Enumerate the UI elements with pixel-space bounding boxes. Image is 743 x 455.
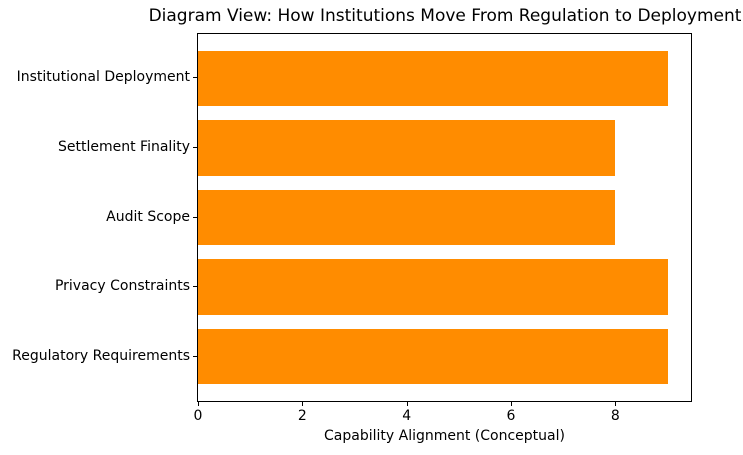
- x-tick-label: 2: [297, 408, 307, 424]
- plot-area: [197, 33, 692, 402]
- y-tick-label: Settlement Finality: [58, 138, 190, 155]
- x-tick-mark: [615, 402, 617, 406]
- bar: [198, 50, 668, 107]
- y-tick-mark: [193, 286, 197, 287]
- bar: [198, 120, 616, 176]
- y-tick-mark: [193, 146, 197, 148]
- x-tick-label: 0: [193, 408, 203, 424]
- x-tick-label: 4: [402, 408, 412, 424]
- chart-title: Diagram View: How Institutions Move From…: [148, 6, 742, 26]
- x-tick-mark: [511, 402, 513, 406]
- x-axis-label: Capability Alignment (Conceptual): [324, 428, 565, 444]
- bar: [198, 259, 668, 315]
- y-tick-mark: [193, 77, 197, 79]
- y-tick-label: Audit Scope: [106, 208, 190, 225]
- y-tick-label: Privacy Constraints: [54, 278, 190, 294]
- bar: [198, 189, 616, 246]
- x-tick-label: 8: [610, 408, 620, 424]
- bar: [198, 328, 668, 385]
- x-tick-label: 6: [506, 408, 516, 424]
- x-tick-mark: [302, 402, 304, 406]
- x-tick-mark: [198, 402, 199, 406]
- y-tick-label: Institutional Deployment: [16, 69, 190, 86]
- y-tick-label: Regulatory Requirements: [12, 347, 190, 364]
- x-tick-mark: [406, 402, 408, 406]
- y-tick-mark: [193, 216, 197, 218]
- y-tick-mark: [193, 355, 197, 357]
